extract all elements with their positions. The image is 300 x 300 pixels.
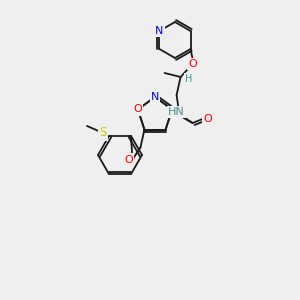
- Text: O: O: [124, 154, 133, 165]
- Text: O: O: [203, 114, 212, 124]
- Text: O: O: [188, 59, 197, 69]
- Text: N: N: [151, 92, 159, 102]
- Text: N: N: [155, 26, 164, 36]
- Text: O: O: [134, 104, 142, 114]
- Text: HN: HN: [168, 107, 185, 117]
- Text: S: S: [99, 126, 107, 140]
- Text: H: H: [184, 74, 192, 84]
